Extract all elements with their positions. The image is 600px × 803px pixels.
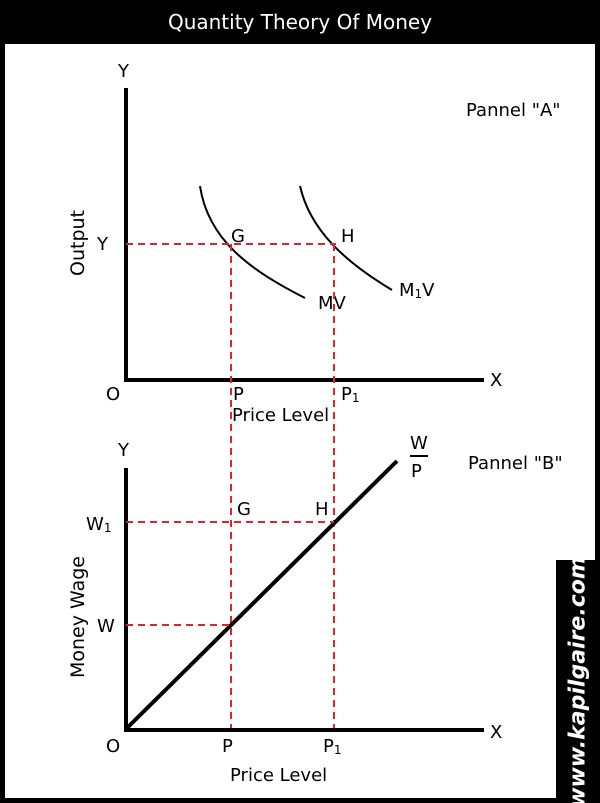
watermark-text: www.kapilgaire.com xyxy=(565,556,591,803)
curve-mv xyxy=(199,185,306,299)
diagram-title: Quantity Theory Of Money xyxy=(167,10,433,34)
panel-b-tick-p1: P1 xyxy=(323,736,342,757)
panel-a-x-axis-letter: X xyxy=(490,370,502,391)
panel-a-tick-p1-sub: 1 xyxy=(352,391,360,405)
panel-a-y-label: Output xyxy=(67,210,89,276)
watermark-bar xyxy=(556,560,600,803)
line-label-denominator: P xyxy=(411,461,422,482)
panel-a-x-label: Price Level xyxy=(232,405,329,426)
panel-b-point-g: G xyxy=(237,499,251,520)
line-label-numerator: W xyxy=(410,433,428,454)
panel-a-y-tick: Y xyxy=(96,234,109,255)
panel-b-x-label: Price Level xyxy=(230,765,327,786)
panel-a-origin: O xyxy=(106,384,120,405)
curve-m1v-label: M1V xyxy=(399,280,435,301)
panel-b-tick-p: P xyxy=(222,736,233,757)
panel-a-point-g: G xyxy=(231,226,245,247)
title-bar: Quantity Theory Of Money xyxy=(0,0,600,44)
panel-b-heading: Pannel "B" xyxy=(468,453,563,474)
panel-b-tick-w1-main: W xyxy=(86,514,104,535)
panel-b-tick-p1-main: P xyxy=(323,736,334,757)
panel-a-heading: Pannel "A" xyxy=(466,100,561,121)
diagram-canvas: Pannel "A" Y X O Output Y G H MV M1V P P… xyxy=(67,61,563,786)
panel-b-tick-w1: W1 xyxy=(86,514,111,535)
panel-a-point-h: H xyxy=(341,226,355,247)
curve-m1v-main: M xyxy=(399,280,415,301)
panel-a-tick-p: P xyxy=(233,384,244,405)
panel-b-tick-p1-sub: 1 xyxy=(334,743,342,757)
panel-b-y-axis-letter: Y xyxy=(117,440,130,461)
panel-a-tick-p1-main: P xyxy=(341,384,352,405)
panel-a: Pannel "A" Y X O Output Y G H MV M1V P P… xyxy=(67,61,561,426)
panel-b-point-h: H xyxy=(315,499,329,520)
panel-b-y-label: Money Wage xyxy=(67,556,89,678)
panel-b: Pannel "B" Y X O Money Wage W1 W G H W P… xyxy=(67,433,563,786)
curve-m1v-end: V xyxy=(422,280,435,301)
wage-price-line xyxy=(124,459,399,731)
panel-b-tick-w1-sub: 1 xyxy=(104,521,112,535)
panel-b-origin: O xyxy=(106,736,120,757)
panel-b-x-axis-letter: X xyxy=(490,722,502,743)
curve-mv-label: MV xyxy=(318,293,347,314)
curve-m1v-sub: 1 xyxy=(415,287,423,301)
diagram-panel: Pannel "A" Y X O Output Y G H MV M1V P P… xyxy=(5,44,595,798)
panel-a-y-axis-letter: Y xyxy=(117,61,130,82)
panel-a-tick-p1: P1 xyxy=(341,384,360,405)
panel-b-tick-w: W xyxy=(97,616,115,637)
